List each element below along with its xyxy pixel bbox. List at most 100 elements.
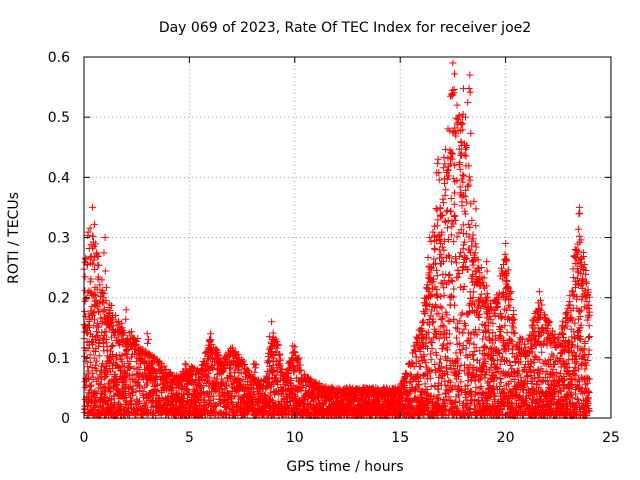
data-point <box>145 350 153 358</box>
data-point <box>466 361 474 369</box>
data-point <box>231 392 239 400</box>
data-point <box>565 337 573 345</box>
data-point <box>576 378 584 386</box>
data-point <box>431 360 439 368</box>
data-point <box>219 364 227 372</box>
data-point <box>455 270 463 278</box>
data-point <box>459 285 467 293</box>
data-point <box>450 175 458 183</box>
data-point <box>519 367 527 375</box>
data-point <box>295 354 303 362</box>
data-point <box>85 245 93 253</box>
data-point <box>129 391 137 399</box>
data-point <box>438 363 446 371</box>
data-point <box>126 363 134 371</box>
data-point <box>471 300 479 308</box>
data-point <box>212 387 220 395</box>
data-point <box>427 367 435 375</box>
data-point <box>133 358 141 366</box>
data-point <box>572 371 580 379</box>
data-point <box>115 333 123 341</box>
data-point <box>441 191 449 199</box>
data-point <box>423 403 431 411</box>
data-point <box>586 333 594 341</box>
data-point <box>563 360 571 367</box>
data-point <box>503 340 511 348</box>
data-point <box>465 233 473 241</box>
data-point <box>575 247 583 255</box>
data-point <box>259 385 267 393</box>
data-point <box>93 357 101 365</box>
data-point <box>100 290 108 298</box>
data-point <box>475 326 483 334</box>
data-point <box>445 396 453 404</box>
data-point <box>94 374 102 382</box>
data-point <box>456 397 464 405</box>
data-point <box>527 360 535 368</box>
data-point <box>497 379 505 387</box>
data-point <box>116 363 124 371</box>
data-point <box>206 337 214 345</box>
data-point <box>485 349 493 357</box>
data-point <box>427 356 435 364</box>
data-point <box>491 392 499 400</box>
data-point <box>134 381 142 389</box>
data-point <box>174 389 182 397</box>
data-point <box>437 293 445 301</box>
data-point <box>445 235 453 243</box>
data-point <box>190 365 198 373</box>
data-point <box>423 389 431 397</box>
data-point <box>107 302 115 310</box>
data-point <box>261 376 269 384</box>
data-point <box>205 336 213 344</box>
data-point <box>472 383 480 391</box>
data-point <box>149 361 157 369</box>
data-point <box>496 323 504 331</box>
data-point <box>147 398 155 406</box>
data-point <box>561 342 569 350</box>
data-point <box>448 258 456 266</box>
data-point <box>126 401 134 409</box>
data-point <box>574 396 582 404</box>
data-point <box>440 153 448 161</box>
data-point <box>577 236 585 244</box>
data-point <box>448 386 456 394</box>
data-point <box>96 381 104 389</box>
data-point <box>126 364 134 372</box>
data-point <box>440 237 448 245</box>
data-point <box>582 361 590 369</box>
data-point <box>559 330 567 338</box>
data-point <box>477 383 485 391</box>
data-point <box>450 200 458 208</box>
data-point <box>443 326 451 334</box>
data-point <box>89 373 97 381</box>
data-point <box>94 333 102 341</box>
data-point <box>439 330 447 338</box>
data-point <box>280 376 288 384</box>
data-point <box>84 402 92 410</box>
data-point <box>122 372 130 380</box>
data-point <box>468 301 476 309</box>
data-point <box>454 362 462 370</box>
data-point <box>116 341 124 349</box>
data-point <box>286 380 294 388</box>
data-point <box>531 352 539 360</box>
data-point <box>176 377 184 385</box>
data-point <box>447 276 455 284</box>
data-point <box>196 385 204 393</box>
data-point <box>451 301 459 309</box>
data-point <box>440 284 448 292</box>
data-point <box>476 403 484 411</box>
data-point <box>491 369 499 377</box>
data-point <box>89 309 97 317</box>
data-point <box>117 325 125 333</box>
data-point <box>134 335 142 343</box>
data-point <box>460 172 468 180</box>
data-point <box>436 303 444 311</box>
data-point <box>490 377 498 385</box>
data-point <box>531 374 539 382</box>
data-point <box>172 376 180 384</box>
data-point <box>109 341 117 349</box>
data-point <box>532 342 540 350</box>
data-point <box>109 364 117 372</box>
